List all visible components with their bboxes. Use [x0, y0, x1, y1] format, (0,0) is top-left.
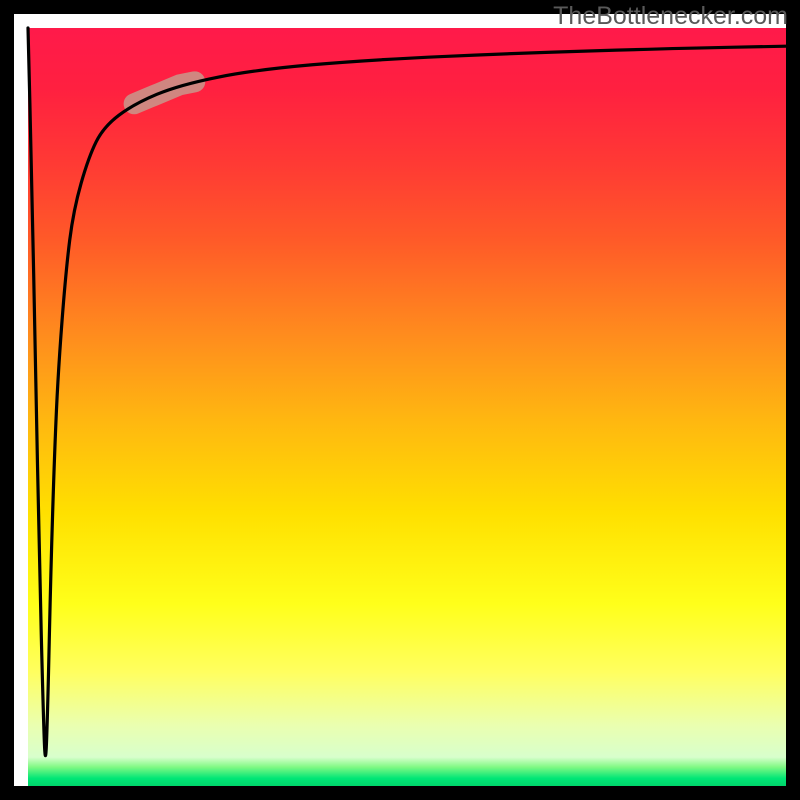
- watermark-text: TheBottlenecker.com: [553, 2, 788, 31]
- chart-root: TheBottlenecker.com: [0, 0, 800, 800]
- gradient-background: [28, 28, 786, 786]
